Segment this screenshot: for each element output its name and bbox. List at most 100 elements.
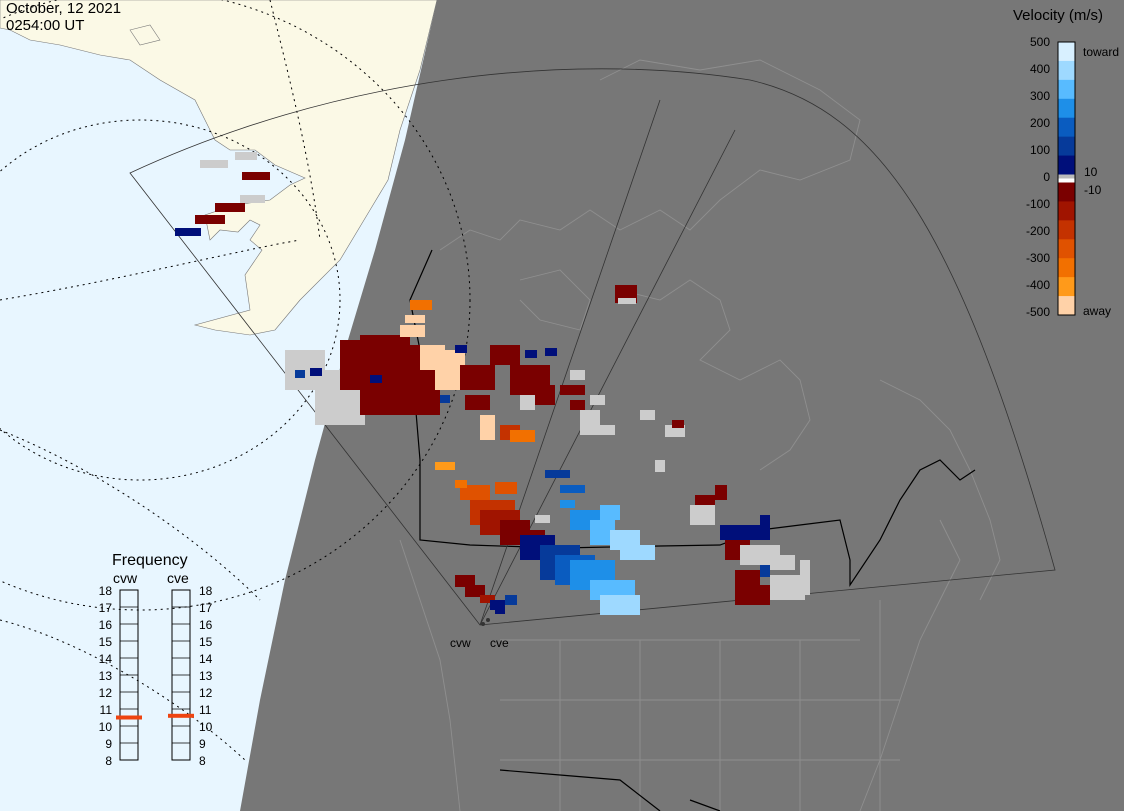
scatter-cell — [460, 485, 490, 500]
scatter-cell — [510, 430, 535, 442]
scatter-cell — [570, 400, 585, 410]
colorbar-swatch-zero — [1058, 178, 1075, 183]
colorbar-tick-label: -500 — [1026, 305, 1050, 319]
frequency-marker-cvw — [116, 715, 142, 720]
frequency-label-cvw: cvw — [113, 570, 138, 586]
colorbar-swatch-toward — [1058, 60, 1075, 81]
colorbar-swatch-away — [1058, 182, 1075, 202]
frequency-tick-label: 11 — [199, 703, 212, 717]
colorbar-tick-label: -400 — [1026, 278, 1050, 292]
colorbar-tick-label: -200 — [1026, 224, 1050, 238]
scatter-cell — [465, 395, 490, 410]
radar-site-cve — [486, 618, 490, 622]
colorbar-swatch-toward — [1058, 155, 1075, 175]
scatter-cell — [465, 585, 485, 597]
colorbar-tick-label: 300 — [1030, 89, 1050, 103]
radar-site-cvw — [481, 622, 485, 626]
frequency-label-cve: cve — [167, 570, 189, 586]
scatter-cell — [760, 515, 770, 540]
scatter-cell — [800, 560, 810, 595]
colorbar-swatch-ground — [1058, 174, 1075, 179]
scatter-cell — [600, 425, 615, 435]
scatter-cell — [455, 575, 475, 587]
scatter-cell — [310, 368, 322, 376]
colorbar-tick-label: 500 — [1030, 35, 1050, 49]
scatter-cell — [495, 608, 505, 614]
frequency-tick-label: 8 — [199, 754, 206, 768]
scatter-cell — [505, 595, 517, 605]
scatter-cell — [735, 585, 770, 605]
scatter-cell — [560, 385, 585, 395]
colorbar-swatch-toward — [1058, 79, 1075, 100]
frequency-title: Frequency — [112, 552, 188, 569]
frequency-tick-label: 12 — [99, 686, 113, 700]
scatter-cell — [490, 345, 520, 365]
frequency-tick-label: 14 — [99, 652, 113, 666]
scatter-cell — [545, 348, 557, 356]
time-label: 0254:00 UT — [6, 17, 85, 34]
velocity-scatter — [175, 152, 810, 615]
colorbar-tick-label: 0 — [1043, 170, 1050, 184]
colorbar-tick-label: 100 — [1030, 143, 1050, 157]
colorbar-swatch-away — [1058, 277, 1075, 297]
frequency-marker-cve — [168, 713, 194, 718]
scatter-cell — [410, 300, 432, 310]
scatter-cell — [618, 298, 636, 304]
scatter-cell — [535, 515, 550, 523]
frequency-tick-label: 17 — [199, 601, 213, 615]
scatter-cell — [242, 172, 270, 180]
border-south — [499, 769, 721, 811]
frequency-tick-label: 10 — [199, 720, 213, 734]
colorbar-away-label: away — [1083, 304, 1111, 318]
frequency-tick-label: 8 — [105, 754, 112, 768]
colorbar-title: Velocity (m/s) — [1013, 7, 1103, 24]
colorbar-tick-label: -300 — [1026, 251, 1050, 265]
frequency-bar-cvw — [119, 589, 139, 761]
frequency-tick-label: 10 — [99, 720, 113, 734]
scatter-cell — [235, 152, 257, 160]
scatter-cell — [175, 228, 201, 236]
colorbar-swatch-away — [1058, 220, 1075, 240]
scatter-cell — [525, 350, 537, 358]
scatter-cell — [600, 595, 640, 615]
frequency-tick-label: 9 — [199, 737, 206, 751]
scatter-cell — [600, 505, 620, 520]
scatter-cell — [530, 385, 555, 405]
frequency-tick-label: 13 — [99, 669, 113, 683]
colorbar: Velocity (m/s) 500400300200100100-10-100… — [1013, 7, 1119, 319]
frequency-tick-label: 12 — [199, 686, 213, 700]
frequency-tick-label: 18 — [199, 584, 213, 598]
frequency-tick-label: 11 — [100, 703, 113, 717]
frequency-tick-label: 15 — [99, 635, 113, 649]
scatter-cell — [215, 203, 245, 212]
frequency-tick-label: 16 — [199, 618, 213, 632]
scatter-cell — [455, 480, 467, 488]
scatter-cell — [672, 420, 684, 428]
scatter-cell — [200, 160, 228, 168]
radar-label-cve: cve — [490, 636, 509, 650]
radar-sites: cvw cve — [450, 618, 509, 650]
scatter-cell — [240, 195, 265, 203]
scatter-cell — [580, 410, 600, 435]
scatter-cell — [480, 415, 495, 440]
scatter-cell — [440, 395, 450, 403]
scatter-cell — [770, 575, 805, 600]
scatter-cell — [690, 505, 715, 525]
frequency-tick-label: 13 — [199, 669, 213, 683]
scatter-cell — [760, 565, 770, 577]
scatter-cell — [490, 600, 505, 610]
scatter-cell — [655, 460, 665, 472]
colorbar-tick-label: -100 — [1026, 197, 1050, 211]
scatter-cell — [195, 215, 225, 224]
scatter-cell — [400, 325, 425, 337]
colorbar-swatch-away — [1058, 239, 1075, 259]
colorbar-swatch-toward — [1058, 117, 1075, 138]
night-terminator — [240, 0, 1124, 811]
colorbar-tick-label: 10 — [1084, 165, 1098, 179]
frequency-tick-label: 9 — [105, 737, 112, 751]
scatter-cell — [620, 545, 655, 560]
colorbar-toward-label: toward — [1083, 45, 1119, 59]
colorbar-swatch-away — [1058, 296, 1075, 316]
scatter-cell — [715, 485, 727, 500]
